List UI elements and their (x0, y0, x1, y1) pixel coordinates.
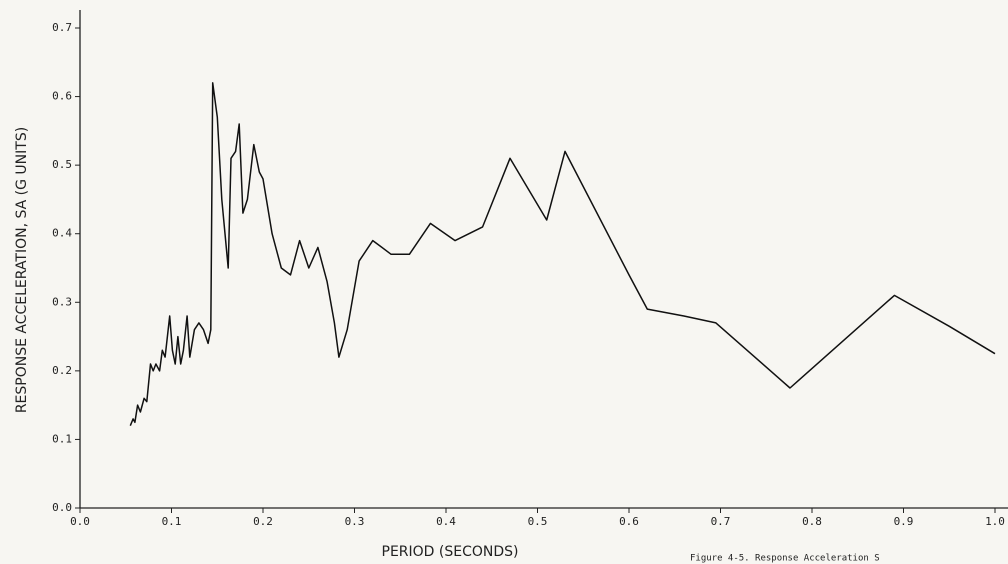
x-tick-label: 0.9 (894, 515, 914, 528)
x-tick-label: 0.1 (162, 515, 182, 528)
figure-caption: Figure 4-5. Response Acceleration S (690, 554, 880, 564)
x-tick-label: 0.8 (802, 515, 822, 528)
x-tick-label: 0.6 (619, 515, 639, 528)
x-axis-title: PERIOD (SECONDS) (382, 544, 519, 560)
y-tick-label: 0.5 (52, 158, 72, 171)
y-tick-label: 0.0 (52, 501, 72, 514)
x-tick-label: 0.5 (528, 515, 548, 528)
x-tick-label: 0.4 (436, 515, 456, 528)
data-line (129, 82, 996, 426)
x-tick-label: 0.0 (70, 515, 90, 528)
x-tick-label: 0.7 (711, 515, 731, 528)
x-tick-label: 1.0 (985, 515, 1005, 528)
y-tick-label: 0.2 (52, 364, 72, 377)
y-tick-label: 0.3 (52, 295, 72, 308)
y-tick-label: 0.6 (52, 90, 72, 103)
x-tick-label: 0.2 (253, 515, 273, 528)
x-tick-label: 0.3 (345, 515, 365, 528)
y-tick-label: 0.7 (52, 21, 72, 34)
y-tick-label: 0.1 (52, 432, 72, 445)
y-tick-label: 0.4 (52, 227, 72, 240)
y-axis-title: RESPONSE ACCELERATION, SA (G UNITS) (14, 127, 30, 413)
